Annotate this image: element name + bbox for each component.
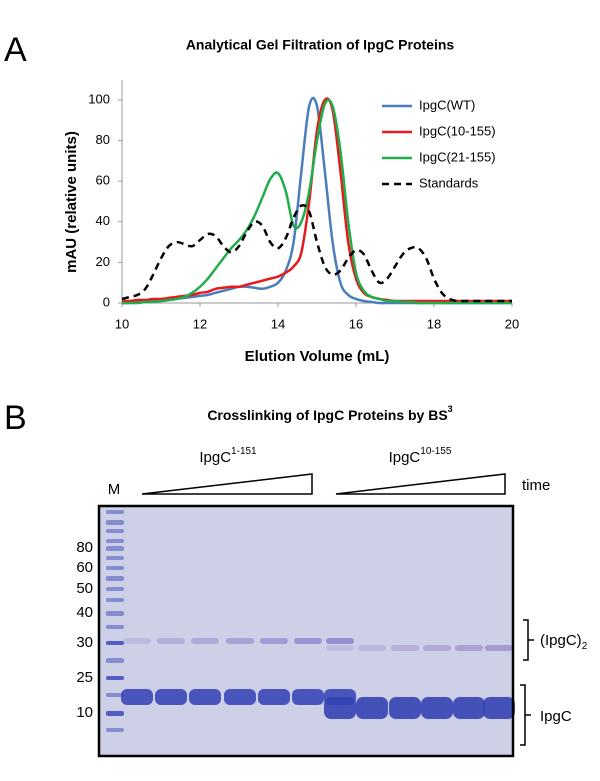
ladder-band — [106, 556, 124, 560]
series-line — [121, 203, 512, 303]
marker-label: 30 — [76, 634, 93, 651]
panel-label: B — [4, 399, 27, 437]
dimer-band — [485, 645, 513, 651]
ladder-band — [106, 693, 124, 697]
x-tick-label: 18 — [427, 316, 441, 331]
bracket — [520, 684, 531, 746]
ladder-band — [106, 728, 124, 732]
monomer-band — [258, 689, 290, 705]
dimer-text: (IpgC) — [540, 632, 582, 649]
monomer-label: IpgC — [540, 708, 572, 725]
gel-frame — [97, 504, 515, 758]
group-label: IpgC10-155 — [389, 446, 452, 466]
y-axis-label: mAU (relative units) — [63, 131, 80, 273]
dimer-band — [423, 645, 451, 651]
chart-title: Analytical Gel Filtration of IpgC Protei… — [186, 37, 455, 53]
dimer-band — [455, 645, 483, 651]
group-name: IpgC — [389, 449, 421, 466]
marker-label: 60 — [76, 559, 93, 576]
ladder-band — [106, 641, 124, 645]
marker-label: 10 — [76, 704, 93, 721]
time-wedge — [141, 473, 313, 495]
ladder-band — [106, 510, 124, 514]
legend-label: IpgC(WT) — [419, 97, 475, 112]
dimer-band — [326, 645, 354, 651]
monomer-band — [324, 697, 356, 719]
x-tick-label: 12 — [193, 316, 207, 331]
legend-label: IpgC(10-155) — [419, 123, 496, 138]
monomer-band — [121, 689, 153, 705]
group-sup: 10-155 — [420, 446, 452, 457]
dimer-band — [123, 638, 151, 644]
monomer-band — [155, 689, 187, 705]
ladder-band — [106, 711, 124, 716]
x-tick-label: 20 — [505, 316, 519, 331]
dimer-band — [294, 638, 322, 644]
x-axis-label: Elution Volume (mL) — [245, 348, 390, 365]
marker-lane-label: M — [108, 481, 121, 498]
x-tick-label: 16 — [349, 316, 363, 331]
panel-label: A — [4, 31, 27, 69]
marker-label: 50 — [76, 580, 93, 597]
ladder-band — [106, 598, 124, 602]
monomer-band — [292, 689, 324, 705]
gel-title-text: Crosslinking of IpgC Proteins by BS — [207, 407, 447, 423]
dimer-band — [358, 645, 386, 651]
marker-label: 80 — [76, 539, 93, 556]
marker-label: 25 — [76, 669, 93, 686]
gel-background — [99, 506, 513, 756]
legend-label: Standards — [419, 175, 479, 190]
monomer-band — [189, 689, 221, 705]
group-sup: 1-151 — [231, 446, 257, 457]
dimer-sub: 2 — [582, 641, 588, 652]
y-tick-label: 80 — [96, 132, 110, 147]
ladder-band — [106, 587, 124, 591]
dimer-band — [391, 645, 419, 651]
bracket — [523, 619, 534, 661]
ladder-band — [106, 625, 124, 629]
y-tick-label: 40 — [96, 213, 110, 228]
monomer-band — [356, 697, 388, 719]
gel-image — [99, 506, 515, 756]
dimer-band — [226, 638, 254, 644]
y-tick-label: 0 — [103, 294, 110, 309]
ladder-band — [106, 539, 124, 543]
time-label: time — [522, 477, 550, 494]
monomer-band — [421, 697, 453, 719]
x-tick-label: 10 — [115, 316, 129, 331]
ladder-band — [106, 529, 124, 533]
group-name: IpgC — [199, 449, 231, 466]
dimer-band — [260, 638, 288, 644]
monomer-band — [453, 697, 485, 719]
ladder-band — [106, 611, 124, 616]
dimer-band — [157, 638, 185, 644]
x-tick-label: 14 — [271, 316, 285, 331]
monomer-band — [389, 697, 421, 719]
ladder-band — [106, 576, 124, 581]
ladder-band — [106, 658, 124, 663]
y-tick-label: 20 — [96, 254, 110, 269]
monomer-band — [483, 697, 515, 719]
dimer-band — [326, 638, 354, 644]
ladder-band — [106, 566, 124, 570]
series-line — [122, 98, 512, 305]
ladder-band — [106, 520, 124, 525]
y-tick-label: 60 — [96, 173, 110, 188]
y-tick-label: 100 — [88, 91, 110, 106]
time-wedge — [335, 473, 506, 495]
ladder-band — [106, 676, 124, 680]
dimer-label: (IpgC)2 — [540, 632, 588, 652]
dimer-band — [191, 638, 219, 644]
group-label: IpgC1-151 — [199, 446, 257, 466]
gel-title-sup: 3 — [448, 404, 453, 414]
marker-label: 40 — [76, 604, 93, 621]
ladder-band — [106, 546, 124, 551]
legend-label: IpgC(21-155) — [419, 149, 496, 164]
monomer-band — [224, 689, 256, 705]
gel-title: Crosslinking of IpgC Proteins by BS3 — [207, 404, 452, 422]
